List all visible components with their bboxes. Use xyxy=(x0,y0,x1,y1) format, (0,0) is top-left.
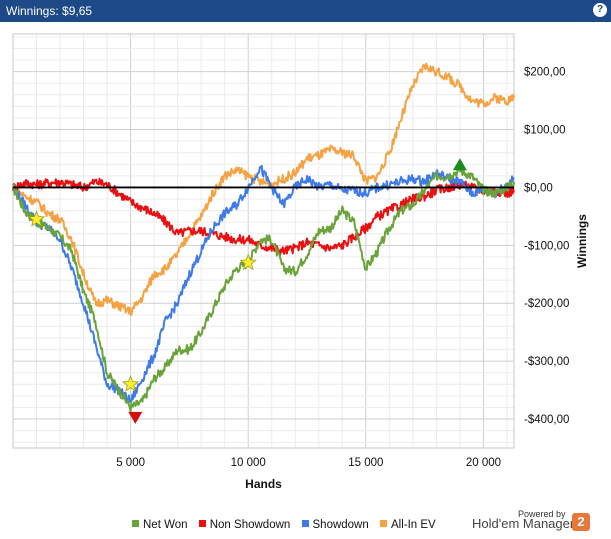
series-line-net-won xyxy=(12,165,515,413)
y-tick-label: -$300,00 xyxy=(524,356,569,368)
x-axis-label: Hands xyxy=(245,477,282,491)
chart-markers xyxy=(27,158,467,424)
y-tick-label: -$400,00 xyxy=(524,414,569,426)
series-lines xyxy=(12,62,515,413)
x-tick-label: 20 000 xyxy=(466,457,501,469)
max-marker-icon xyxy=(452,158,467,171)
legend-item-net-won[interactable]: Net Won xyxy=(132,519,188,531)
y-tick-label: $200,00 xyxy=(524,67,566,79)
y-axis-ticks: $200,00 $100,00 $0,00 -$100,00 -$200,00 -$300… xyxy=(524,67,569,426)
winnings-title: Winnings: $9,65 xyxy=(6,4,93,18)
y-tick-label: -$100,00 xyxy=(524,240,569,252)
x-tick-label: 5 000 xyxy=(116,457,145,469)
y-tick-label: $100,00 xyxy=(524,125,566,137)
star-marker-icon xyxy=(239,253,257,271)
series-line-all-in-ev xyxy=(12,62,515,316)
chart-grid xyxy=(13,34,514,448)
powered-by-label: Powered by xyxy=(518,509,566,519)
chart-legend: Net Won Non Showdown Showdown All-In EV xyxy=(132,519,444,531)
star-marker-icon xyxy=(121,375,140,392)
series-line-non-showdown xyxy=(12,177,515,256)
plot-area xyxy=(12,33,515,449)
x-axis-ticks: 5 000 10 000 15 000 20 000 xyxy=(116,457,501,469)
legend-item-showdown[interactable]: Showdown xyxy=(301,519,369,531)
y-tick-label: -$200,00 xyxy=(524,298,569,310)
y-tick-label: $0,00 xyxy=(524,182,553,194)
min-marker-icon xyxy=(128,411,143,424)
winnings-chart: $200,00 $100,00 $0,00 -$100,00 -$200,00 -$300… xyxy=(12,33,589,491)
x-tick-label: 10 000 xyxy=(231,457,266,469)
brand-name: Hold'em Manager xyxy=(472,516,575,531)
y-axis-label: Winnings xyxy=(575,214,589,268)
star-marker-icon xyxy=(27,210,46,227)
help-icon[interactable]: ? xyxy=(593,3,607,17)
x-tick-label: 15 000 xyxy=(348,457,383,469)
window-title-bar: Winnings: $9,65 ? xyxy=(0,0,611,22)
brand-logo-icon: 2 xyxy=(572,513,590,531)
legend-item-all-in-ev[interactable]: All-In EV xyxy=(379,519,436,531)
legend-item-non-showdown[interactable]: Non Showdown xyxy=(198,519,290,531)
